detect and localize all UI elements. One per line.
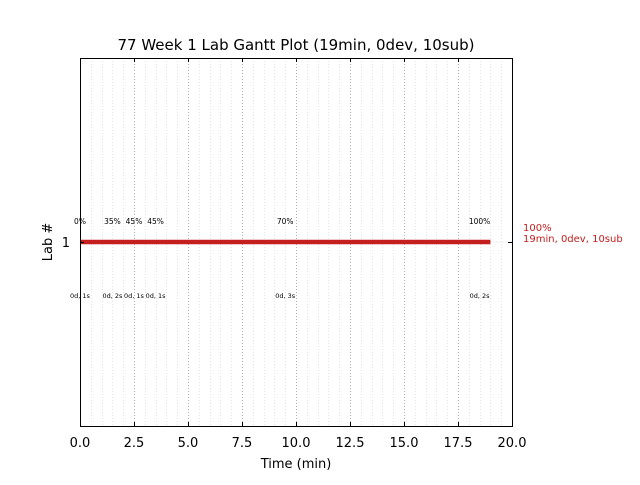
x-tick-label: 10.0	[282, 436, 311, 451]
x-tick-label: 5.0	[178, 436, 199, 451]
milestone-detail-label: 0d, 2s	[470, 292, 491, 300]
x-axis-label: Time (min)	[260, 457, 332, 472]
bar-label-layer: 100%19min, 0dev, 10sub	[523, 223, 623, 245]
milestone-percent-label: 70%	[277, 217, 294, 226]
x-tick-layer: 0.0 2.5 5.0 7.5 10.0 12.5 15.0 17.5 20.0	[70, 58, 527, 451]
milestone-detail-label: 0d, 3s	[275, 292, 296, 300]
x-tick-label: 15.0	[390, 436, 419, 451]
y-tick-layer: 1	[62, 236, 512, 251]
x-tick-label: 0.0	[70, 436, 91, 451]
x-tick-label: 17.5	[444, 436, 473, 451]
x-tick-label: 7.5	[232, 436, 253, 451]
x-tick-label: 12.5	[336, 436, 365, 451]
gantt-bar-label: 19min, 0dev, 10sub	[523, 234, 623, 245]
milestone-detail-label: 0d, 1s	[146, 292, 167, 300]
milestone-percent-label: 0%	[74, 217, 86, 226]
milestone-percent-label: 100%	[469, 217, 490, 226]
milestone-percent-label: 45%	[147, 217, 164, 226]
milestone-layer: 0% 0d, 1s 35% 0d, 2s 45% 0d, 1s 45% 0d, 1s 70% 0d…	[70, 217, 490, 300]
chart-title: 77 Week 1 Lab Gantt Plot (19min, 0dev, 1…	[117, 36, 474, 54]
milestone-detail-label: 0d, 2s	[102, 292, 123, 300]
y-axis-label: Lab #	[41, 223, 56, 262]
milestone-percent-label: 35%	[104, 217, 121, 226]
x-tick-label: 20.0	[498, 436, 527, 451]
milestone-detail-label: 0d, 1s	[124, 292, 145, 300]
x-tick-label: 2.5	[124, 436, 145, 451]
gantt-bar-label: 100%	[523, 223, 552, 234]
milestone-detail-label: 0d, 1s	[70, 292, 91, 300]
y-tick-label: 1	[62, 236, 70, 251]
milestone-percent-label: 45%	[126, 217, 143, 226]
